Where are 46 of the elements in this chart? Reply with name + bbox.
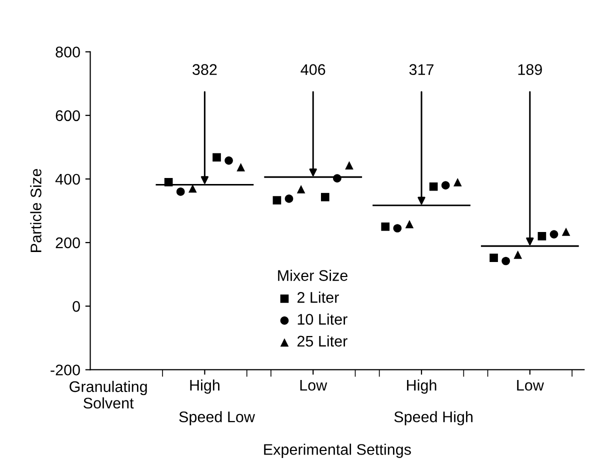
y-tick-label: 0 xyxy=(72,301,80,312)
legend-label: 10 Liter xyxy=(298,314,348,325)
point xyxy=(393,224,402,232)
point xyxy=(381,222,390,231)
point xyxy=(296,184,306,194)
point xyxy=(453,178,462,186)
legend-label: 25 Liter xyxy=(297,335,348,347)
text: High xyxy=(407,379,436,394)
point xyxy=(224,156,233,165)
y-tick-label: 200 xyxy=(56,237,80,248)
point xyxy=(490,254,498,262)
point xyxy=(538,232,546,240)
point xyxy=(502,256,510,266)
point xyxy=(272,196,282,204)
y-tick-label: -200 xyxy=(50,364,80,376)
text: Low xyxy=(300,380,328,391)
point xyxy=(212,153,221,162)
y-tick-label: 400 xyxy=(55,174,80,185)
y-axis-title: Particle Size xyxy=(30,168,42,252)
point xyxy=(333,174,342,183)
annotation: 317 xyxy=(409,64,434,75)
legend-title: Mixer Size xyxy=(278,270,348,281)
text: Speed High xyxy=(394,411,472,426)
text: Low xyxy=(517,380,544,391)
annotation: 189 xyxy=(518,64,542,75)
text: Speed Low xyxy=(179,411,256,426)
x-axis-title: Experimental Settings xyxy=(264,444,411,458)
point xyxy=(164,178,173,186)
y-tick-label: 800 xyxy=(56,46,80,58)
point xyxy=(320,192,330,202)
legend-label: 2 Liter xyxy=(297,292,339,303)
point xyxy=(550,230,558,238)
point xyxy=(284,194,294,203)
text: Granulating Solvent xyxy=(70,380,147,409)
point xyxy=(429,182,438,191)
annotation: 382 xyxy=(192,64,217,75)
text: High xyxy=(190,379,220,394)
point xyxy=(405,220,414,228)
y-tick-label: 600 xyxy=(56,110,80,122)
point xyxy=(562,228,570,236)
point xyxy=(441,181,450,190)
point xyxy=(514,250,522,259)
annotation: 406 xyxy=(300,64,326,75)
point xyxy=(345,161,354,170)
point xyxy=(236,163,245,172)
point xyxy=(176,188,185,196)
